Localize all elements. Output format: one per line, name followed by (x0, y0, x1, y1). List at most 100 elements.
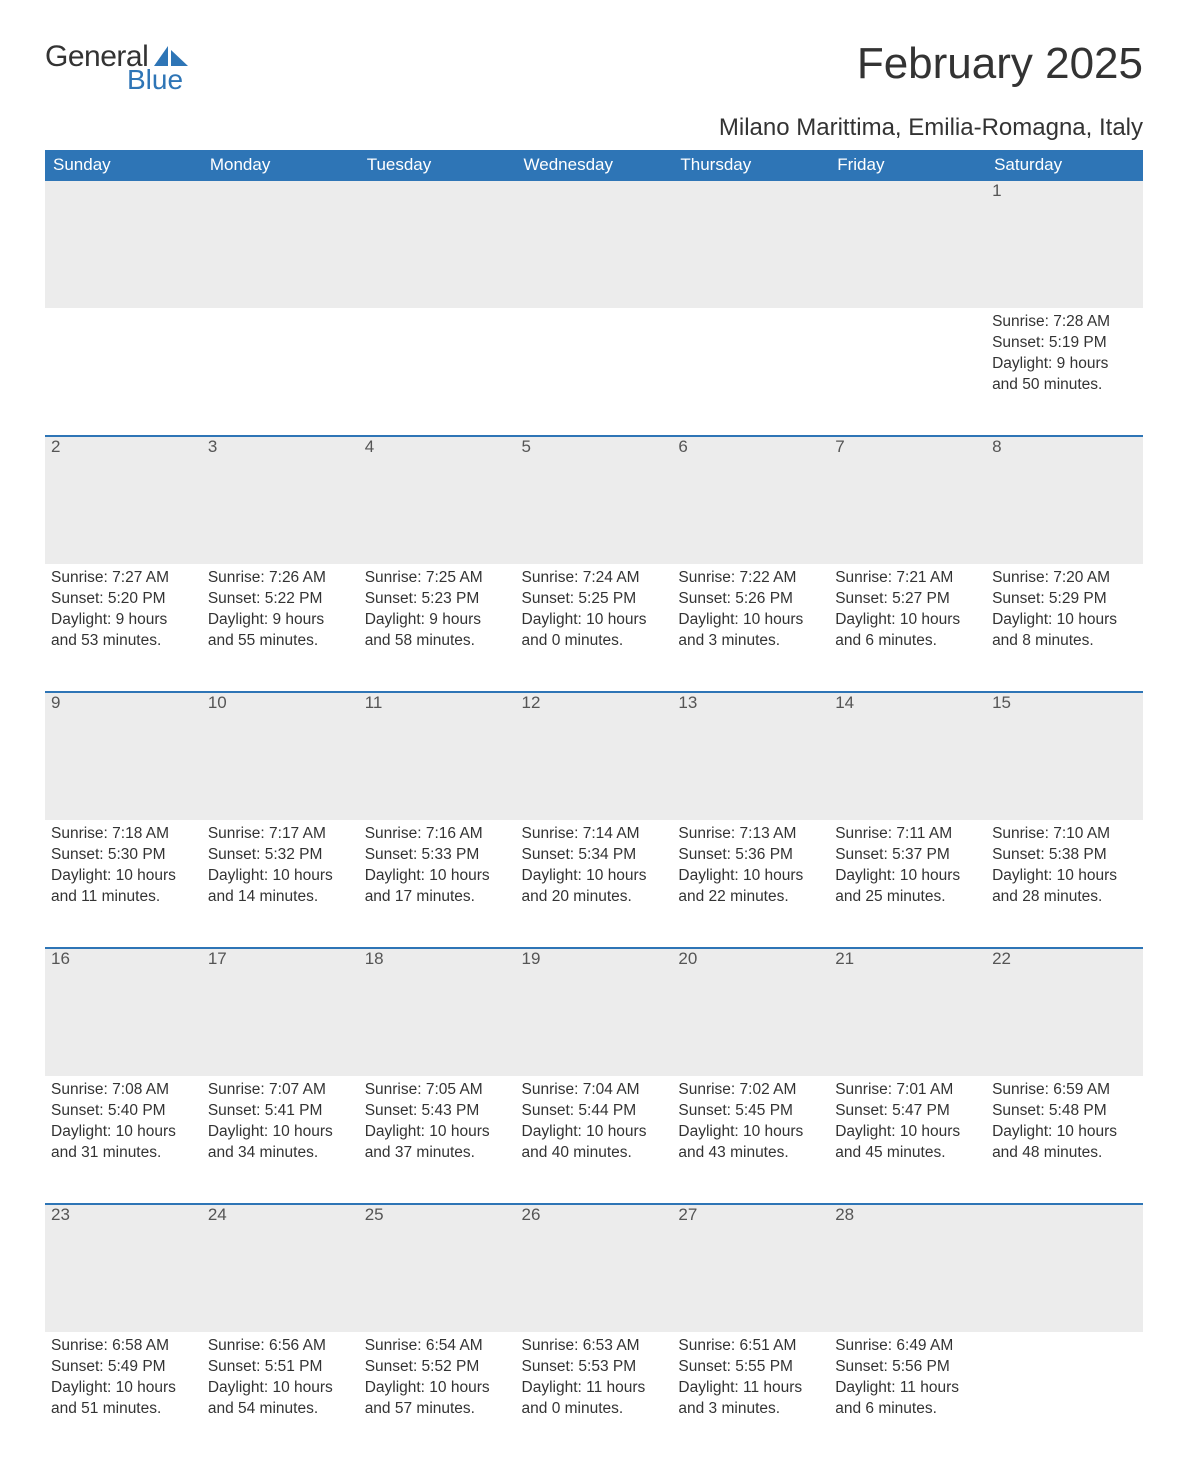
daylight-line: Daylight: 10 hours and 57 minutes. (365, 1378, 510, 1420)
day-number-cell (516, 180, 673, 308)
day-cell: Sunrise: 7:28 AMSunset: 5:19 PMDaylight:… (986, 308, 1143, 436)
sunrise-line: Sunrise: 6:58 AM (51, 1336, 196, 1357)
day-cell: Sunrise: 7:01 AMSunset: 5:47 PMDaylight:… (829, 1076, 986, 1204)
day-number-cell: 28 (829, 1204, 986, 1332)
sunrise-line: Sunrise: 7:26 AM (208, 568, 353, 589)
daylight-line: Daylight: 10 hours and 3 minutes. (678, 610, 823, 652)
sunset-line: Sunset: 5:33 PM (365, 845, 510, 866)
logo: General Blue (45, 40, 188, 96)
day-details: Sunrise: 7:22 AMSunset: 5:26 PMDaylight:… (678, 564, 823, 652)
daylight-line: Daylight: 10 hours and 17 minutes. (365, 866, 510, 908)
day-number-cell: 9 (45, 692, 202, 820)
day-cell: Sunrise: 6:51 AMSunset: 5:55 PMDaylight:… (672, 1332, 829, 1460)
day-number-cell: 1 (986, 180, 1143, 308)
sunset-line: Sunset: 5:49 PM (51, 1357, 196, 1378)
sunrise-line: Sunrise: 7:16 AM (365, 824, 510, 845)
daylight-line: Daylight: 11 hours and 0 minutes. (522, 1378, 667, 1420)
day-number-cell: 24 (202, 1204, 359, 1332)
sunset-line: Sunset: 5:41 PM (208, 1101, 353, 1122)
day-details: Sunrise: 6:59 AMSunset: 5:48 PMDaylight:… (992, 1076, 1137, 1164)
sunset-line: Sunset: 5:40 PM (51, 1101, 196, 1122)
day-cell (45, 308, 202, 436)
daylight-line: Daylight: 9 hours and 50 minutes. (992, 354, 1137, 396)
sunrise-line: Sunrise: 7:13 AM (678, 824, 823, 845)
day-cell: Sunrise: 7:27 AMSunset: 5:20 PMDaylight:… (45, 564, 202, 692)
day-details: Sunrise: 7:17 AMSunset: 5:32 PMDaylight:… (208, 820, 353, 908)
sunset-line: Sunset: 5:25 PM (522, 589, 667, 610)
day-details: Sunrise: 7:28 AMSunset: 5:19 PMDaylight:… (992, 308, 1137, 396)
sunrise-line: Sunrise: 7:07 AM (208, 1080, 353, 1101)
weekday-header: Tuesday (359, 150, 516, 180)
day-details: Sunrise: 7:18 AMSunset: 5:30 PMDaylight:… (51, 820, 196, 908)
day-cell: Sunrise: 7:22 AMSunset: 5:26 PMDaylight:… (672, 564, 829, 692)
day-cell: Sunrise: 7:26 AMSunset: 5:22 PMDaylight:… (202, 564, 359, 692)
day-details: Sunrise: 6:49 AMSunset: 5:56 PMDaylight:… (835, 1332, 980, 1420)
day-details: Sunrise: 7:04 AMSunset: 5:44 PMDaylight:… (522, 1076, 667, 1164)
daylight-line: Daylight: 10 hours and 37 minutes. (365, 1122, 510, 1164)
weekday-header: Monday (202, 150, 359, 180)
sunset-line: Sunset: 5:56 PM (835, 1357, 980, 1378)
day-number-cell: 22 (986, 948, 1143, 1076)
day-cell: Sunrise: 7:24 AMSunset: 5:25 PMDaylight:… (516, 564, 673, 692)
sunset-line: Sunset: 5:19 PM (992, 333, 1137, 354)
day-number-cell: 10 (202, 692, 359, 820)
day-details: Sunrise: 7:20 AMSunset: 5:29 PMDaylight:… (992, 564, 1137, 652)
day-number-cell (829, 180, 986, 308)
sunrise-line: Sunrise: 7:24 AM (522, 568, 667, 589)
day-cell: Sunrise: 6:53 AMSunset: 5:53 PMDaylight:… (516, 1332, 673, 1460)
weekday-header: Thursday (672, 150, 829, 180)
day-number-cell: 17 (202, 948, 359, 1076)
sunset-line: Sunset: 5:30 PM (51, 845, 196, 866)
sunrise-line: Sunrise: 6:53 AM (522, 1336, 667, 1357)
day-details: Sunrise: 6:58 AMSunset: 5:49 PMDaylight:… (51, 1332, 196, 1420)
sunset-line: Sunset: 5:48 PM (992, 1101, 1137, 1122)
sunset-line: Sunset: 5:26 PM (678, 589, 823, 610)
day-details: Sunrise: 7:07 AMSunset: 5:41 PMDaylight:… (208, 1076, 353, 1164)
sunset-line: Sunset: 5:37 PM (835, 845, 980, 866)
day-number-row: 9101112131415 (45, 692, 1143, 820)
day-number-cell: 12 (516, 692, 673, 820)
day-cell: Sunrise: 7:07 AMSunset: 5:41 PMDaylight:… (202, 1076, 359, 1204)
day-details: Sunrise: 7:14 AMSunset: 5:34 PMDaylight:… (522, 820, 667, 908)
sunset-line: Sunset: 5:29 PM (992, 589, 1137, 610)
day-number-cell: 3 (202, 436, 359, 564)
day-cell: Sunrise: 7:14 AMSunset: 5:34 PMDaylight:… (516, 820, 673, 948)
day-cell: Sunrise: 6:58 AMSunset: 5:49 PMDaylight:… (45, 1332, 202, 1460)
day-details: Sunrise: 6:51 AMSunset: 5:55 PMDaylight:… (678, 1332, 823, 1420)
sunrise-line: Sunrise: 6:56 AM (208, 1336, 353, 1357)
day-details: Sunrise: 7:26 AMSunset: 5:22 PMDaylight:… (208, 564, 353, 652)
calendar-table: Sunday Monday Tuesday Wednesday Thursday… (45, 150, 1143, 1460)
sunrise-line: Sunrise: 7:02 AM (678, 1080, 823, 1101)
day-details: Sunrise: 6:56 AMSunset: 5:51 PMDaylight:… (208, 1332, 353, 1420)
day-number-row: 2345678 (45, 436, 1143, 564)
daylight-line: Daylight: 10 hours and 25 minutes. (835, 866, 980, 908)
day-cell (986, 1332, 1143, 1460)
day-number-cell: 23 (45, 1204, 202, 1332)
sunrise-line: Sunrise: 7:04 AM (522, 1080, 667, 1101)
daylight-line: Daylight: 10 hours and 48 minutes. (992, 1122, 1137, 1164)
day-cell: Sunrise: 7:08 AMSunset: 5:40 PMDaylight:… (45, 1076, 202, 1204)
day-number-row: 16171819202122 (45, 948, 1143, 1076)
day-number-cell (45, 180, 202, 308)
day-details: Sunrise: 7:27 AMSunset: 5:20 PMDaylight:… (51, 564, 196, 652)
sunrise-line: Sunrise: 7:27 AM (51, 568, 196, 589)
day-details: Sunrise: 6:54 AMSunset: 5:52 PMDaylight:… (365, 1332, 510, 1420)
sunrise-line: Sunrise: 7:28 AM (992, 312, 1137, 333)
daylight-line: Daylight: 10 hours and 0 minutes. (522, 610, 667, 652)
sunrise-line: Sunrise: 7:01 AM (835, 1080, 980, 1101)
sunset-line: Sunset: 5:47 PM (835, 1101, 980, 1122)
day-cell: Sunrise: 6:59 AMSunset: 5:48 PMDaylight:… (986, 1076, 1143, 1204)
sunset-line: Sunset: 5:44 PM (522, 1101, 667, 1122)
daylight-line: Daylight: 10 hours and 31 minutes. (51, 1122, 196, 1164)
day-cell: Sunrise: 7:13 AMSunset: 5:36 PMDaylight:… (672, 820, 829, 948)
logo-text-blue: Blue (127, 64, 183, 96)
day-details: Sunrise: 7:11 AMSunset: 5:37 PMDaylight:… (835, 820, 980, 908)
sunset-line: Sunset: 5:32 PM (208, 845, 353, 866)
weekday-header: Wednesday (516, 150, 673, 180)
sunrise-line: Sunrise: 7:17 AM (208, 824, 353, 845)
day-content-row: Sunrise: 7:08 AMSunset: 5:40 PMDaylight:… (45, 1076, 1143, 1204)
sunrise-line: Sunrise: 6:54 AM (365, 1336, 510, 1357)
day-cell: Sunrise: 7:16 AMSunset: 5:33 PMDaylight:… (359, 820, 516, 948)
day-details: Sunrise: 7:21 AMSunset: 5:27 PMDaylight:… (835, 564, 980, 652)
sunset-line: Sunset: 5:27 PM (835, 589, 980, 610)
